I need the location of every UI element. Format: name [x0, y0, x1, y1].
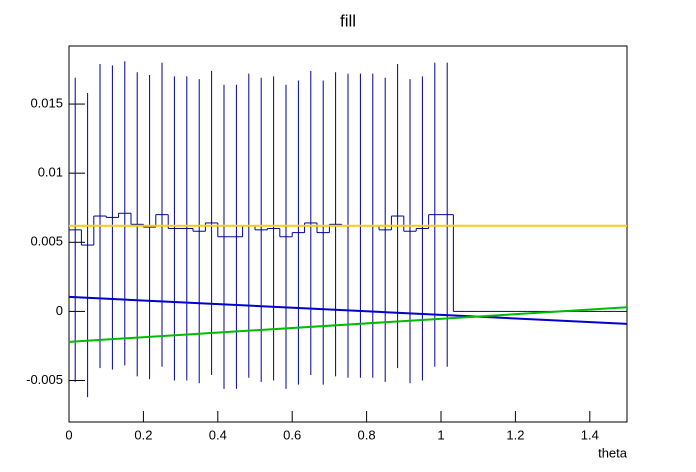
y-tick-label: -0.005 — [26, 372, 63, 387]
x-tick-label: 1.4 — [581, 427, 599, 442]
x-tick-label: 0.6 — [283, 427, 301, 442]
fit-line — [68, 295, 628, 325]
y-tick-label: 0.005 — [30, 234, 63, 249]
x-tick-label: 0.4 — [209, 427, 227, 442]
x-tick-label: 0 — [65, 427, 72, 442]
fit-line — [68, 306, 628, 343]
x-axis-label: theta — [598, 445, 628, 460]
plot-frame — [68, 45, 628, 423]
chart-title: fill — [340, 11, 356, 30]
x-tick-label: 0.8 — [358, 427, 376, 442]
x-tick-label: 1.2 — [506, 427, 524, 442]
x-tick-label: 1 — [437, 427, 444, 442]
x-tick-label: 0.2 — [134, 427, 152, 442]
y-tick-label: 0 — [56, 303, 63, 318]
y-tick-label: 0.015 — [30, 95, 63, 110]
y-tick-label: 0.01 — [38, 165, 63, 180]
